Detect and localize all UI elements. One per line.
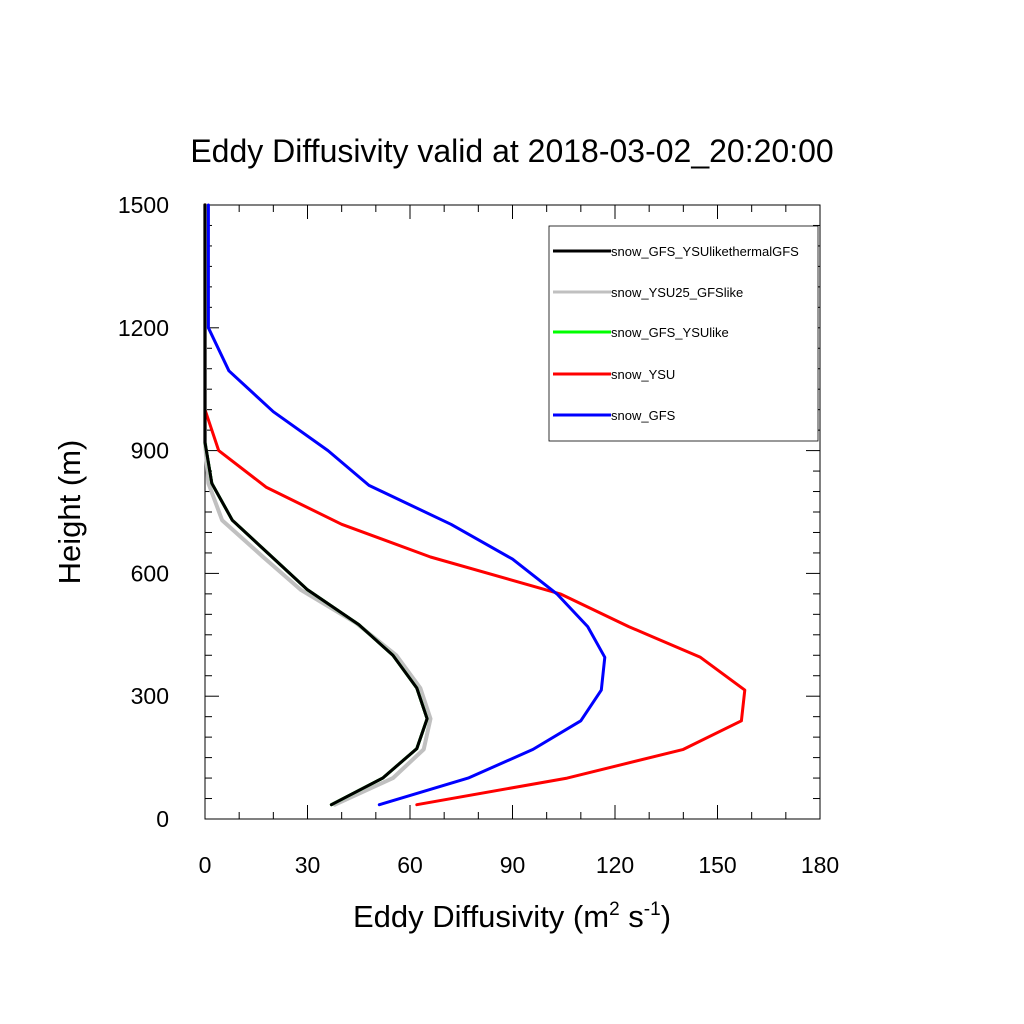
x-axis-title-sup2: -1 [644, 899, 661, 920]
x-tick-label: 0 [199, 852, 212, 878]
x-tick-label: 180 [801, 852, 839, 878]
legend-label-snow_GFS_YSUlike: snow_GFS_YSUlike [611, 325, 729, 340]
x-axis-title-mid: s [620, 899, 644, 934]
y-axis-title: Height (m) [52, 440, 87, 585]
series-line-snow_GFS_YSUlike [203, 203, 429, 807]
chart-title: Eddy Diffusivity valid at 2018-03-02_20:… [190, 133, 833, 169]
x-axis-title-end: ) [661, 899, 671, 934]
series-line-snow_GFS_YSUlikethermalGFS [203, 203, 429, 807]
x-tick-label: 150 [698, 852, 736, 878]
minor-ticks [205, 205, 820, 819]
series-lines [203, 203, 747, 807]
legend-label-snow_GFS: snow_GFS [611, 408, 676, 423]
y-tick-label: 600 [131, 560, 169, 586]
x-axis-title: Eddy Diffusivity (m2 s-1) [353, 899, 671, 934]
x-tick-labels: 0 30 60 90 120 150 180 [199, 852, 840, 878]
y-tick-label: 1500 [118, 192, 169, 218]
x-tick-label: 90 [500, 852, 526, 878]
legend-label-snow_YSU: snow_YSU [611, 367, 675, 382]
y-tick-label: 900 [131, 438, 169, 464]
x-axis-title-sup1: 2 [609, 899, 620, 920]
x-tick-label: 30 [295, 852, 321, 878]
legend-label-snow_YSU25_GFSlike: snow_YSU25_GFSlike [611, 285, 743, 300]
legend: snow_GFS_YSUlikethermalGFS snow_YSU25_GFS… [548, 225, 819, 442]
y-tick-label: 0 [156, 806, 169, 832]
x-tick-label: 120 [596, 852, 634, 878]
series-line-snow_YSU25_GFSlike [203, 203, 433, 807]
y-tick-label: 300 [131, 683, 169, 709]
series-line-snow_GFS [206, 203, 607, 807]
y-tick-labels: 0 300 600 900 1200 1500 [118, 192, 169, 832]
series-line-top-snow_GFS_YSUlikethermalGFS [203, 203, 429, 807]
legend-label-snow_GFS_YSUlikethermalGFS: snow_GFS_YSUlikethermalGFS [611, 244, 799, 259]
x-axis-title-base: Eddy Diffusivity (m [353, 899, 609, 934]
x-tick-label: 60 [397, 852, 423, 878]
y-tick-label: 1200 [118, 315, 169, 341]
